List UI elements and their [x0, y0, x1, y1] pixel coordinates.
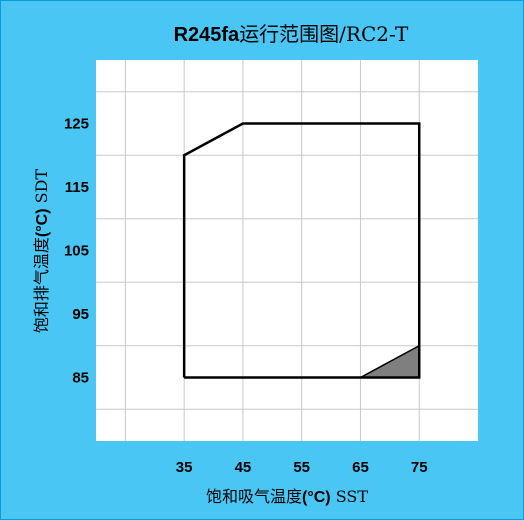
- y-axis-label-unit: (°C): [34, 208, 51, 237]
- x-tick-label: 35: [176, 459, 193, 476]
- y-tick-label: 115: [65, 179, 89, 196]
- chart-title: R245fa运行范围图/RC2-T: [174, 22, 409, 46]
- y-tick-label: 125: [64, 116, 89, 133]
- chart-title-rest: 运行范围图/RC2-T: [239, 22, 409, 46]
- y-tick-label: 85: [72, 370, 89, 387]
- x-axis-label-unit: (°C): [302, 489, 331, 506]
- tick-labels: 35 45 55 65 75 85 95 105 115 125: [64, 116, 428, 477]
- y-axis-label-suffix: SDT: [32, 169, 51, 209]
- x-axis-label: 饱和吸气温度(°C) SST: [206, 487, 368, 506]
- y-axis-label-prefix: 饱和排气温度: [32, 237, 51, 333]
- y-tick-label: 105: [64, 243, 89, 260]
- x-tick-label: 65: [352, 459, 369, 476]
- x-axis-label-suffix: SST: [331, 487, 369, 506]
- y-axis-label: 饱和排气温度(°C) SDT: [32, 169, 51, 334]
- x-tick-label: 55: [293, 459, 310, 476]
- x-tick-label: 45: [235, 459, 252, 476]
- x-axis-label-prefix: 饱和吸气温度: [206, 487, 302, 506]
- chart-title-bold: R245fa: [174, 24, 240, 46]
- y-tick-label: 95: [72, 306, 89, 323]
- x-tick-label: 75: [411, 459, 428, 476]
- plot-area: [96, 60, 478, 441]
- operating-envelope-line: [182, 122, 421, 379]
